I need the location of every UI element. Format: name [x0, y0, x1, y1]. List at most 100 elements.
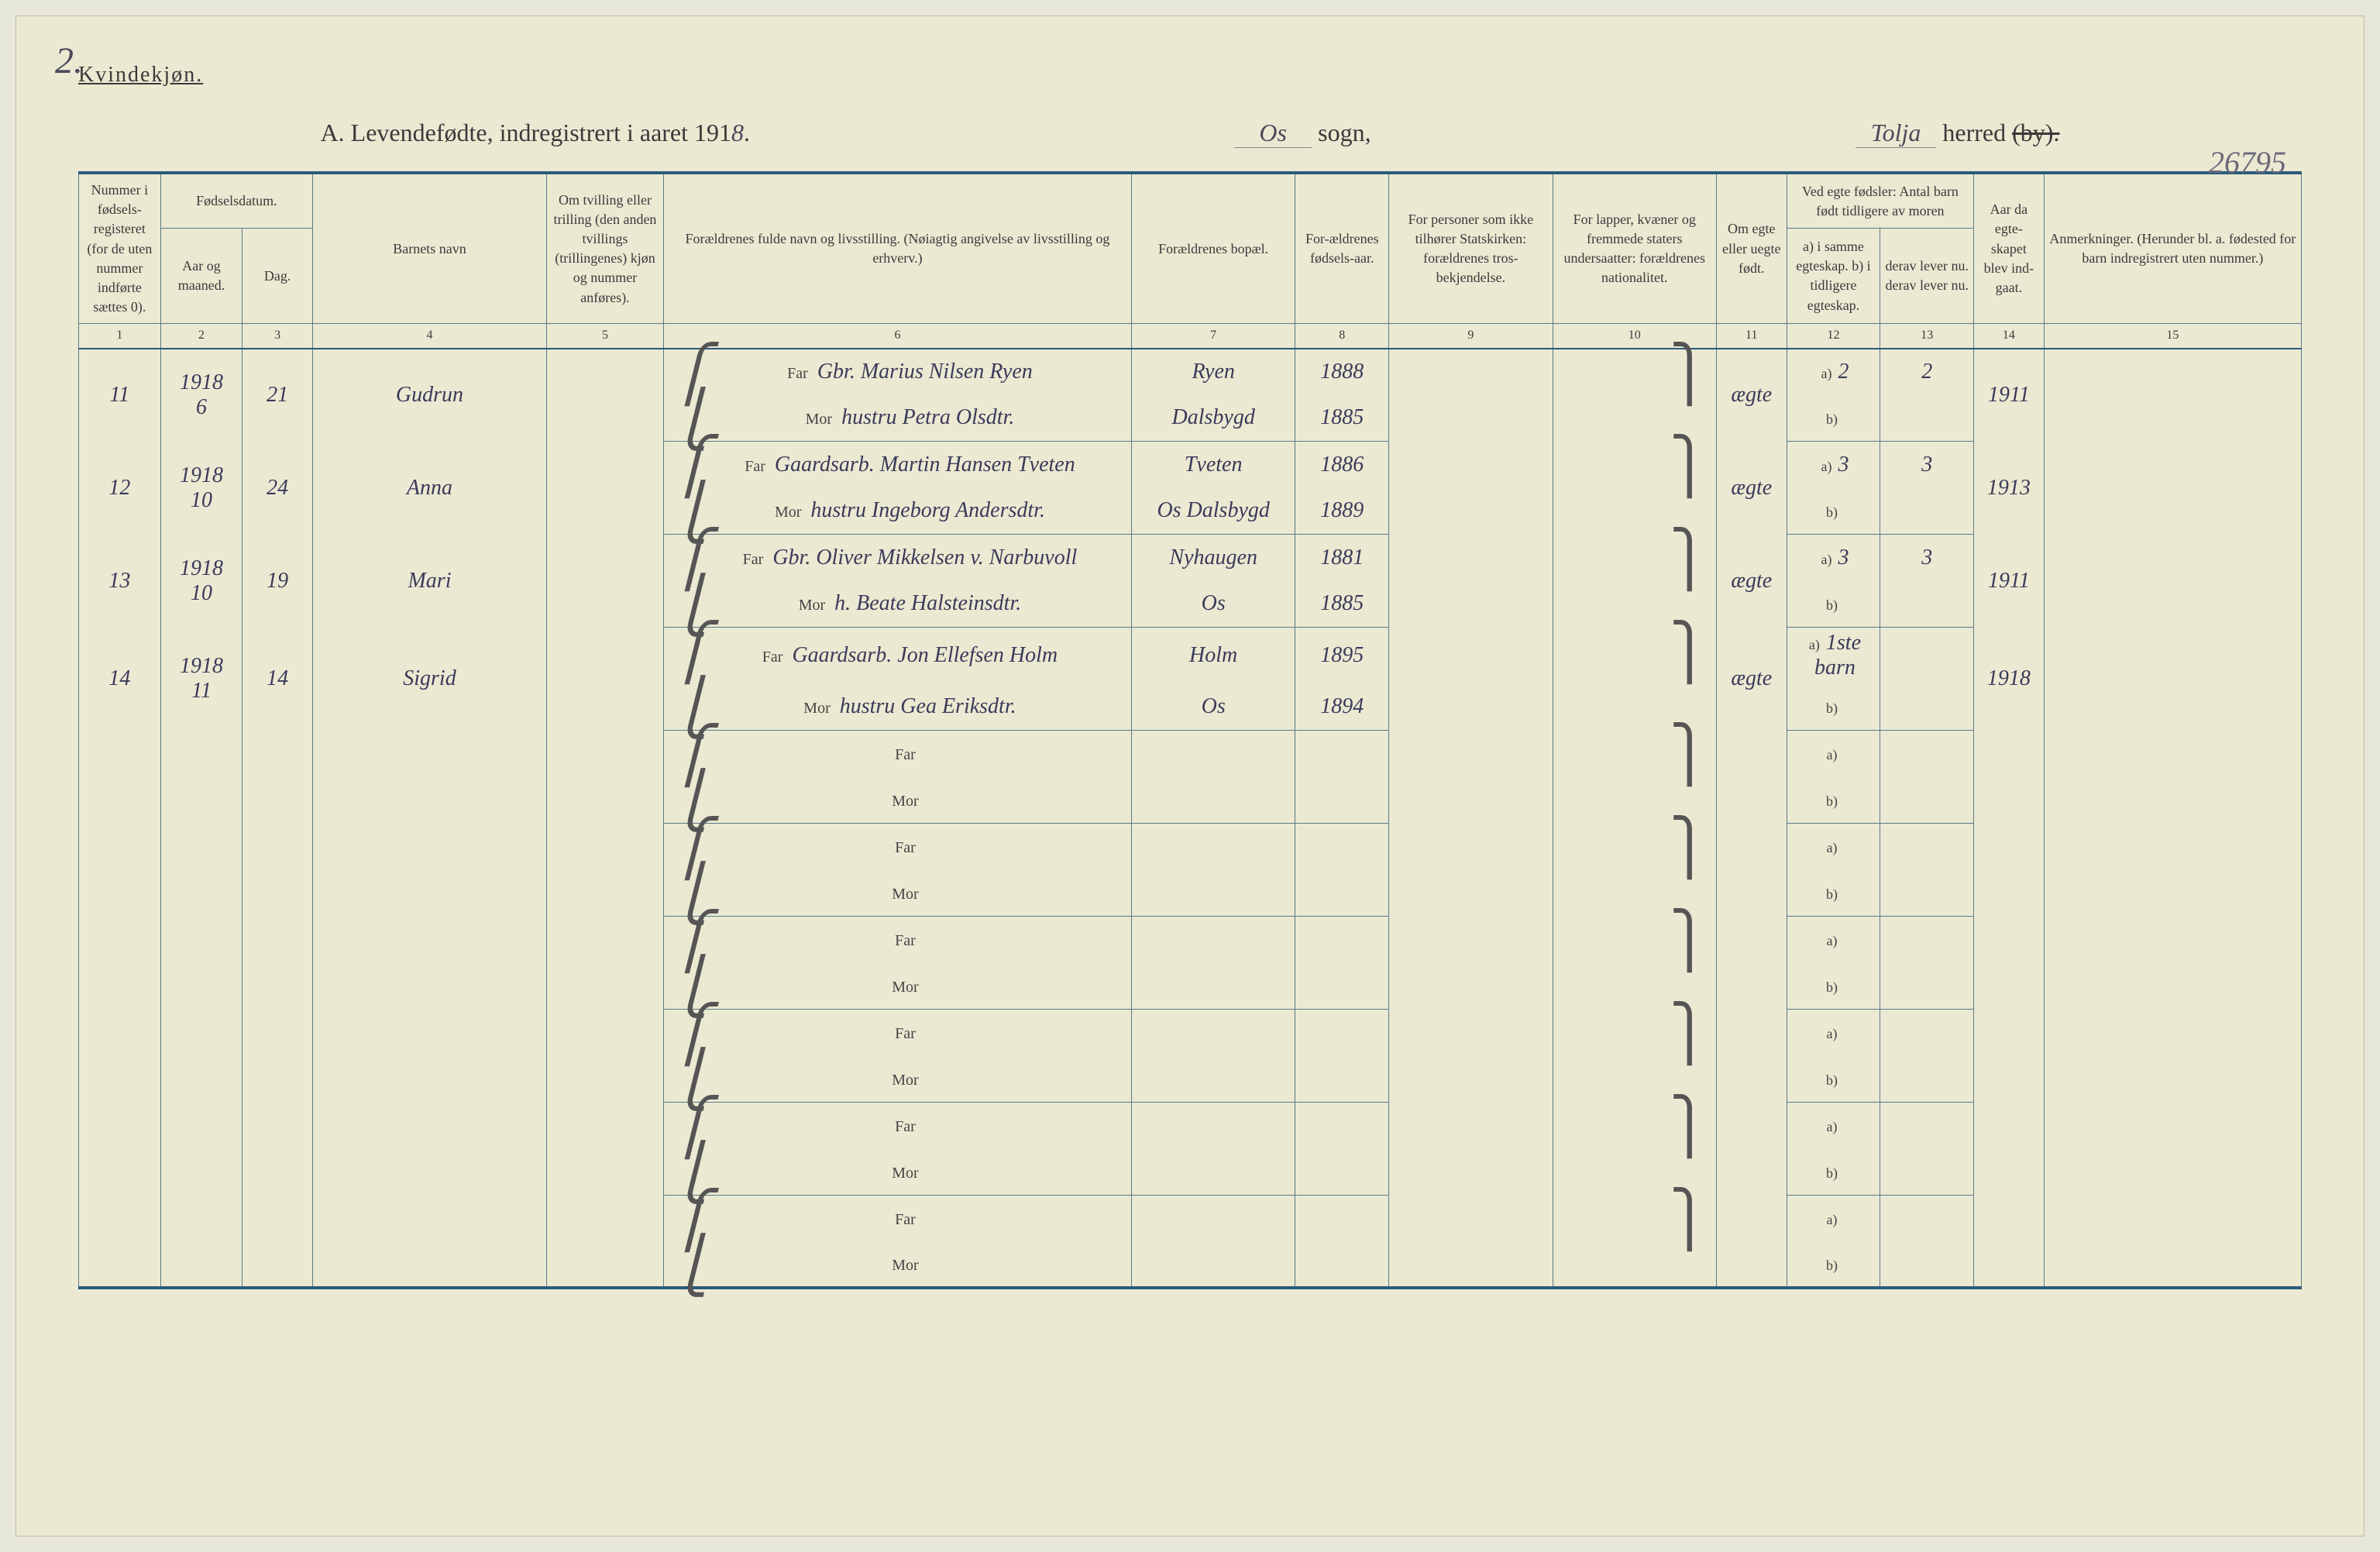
mor-label: Mor — [892, 1257, 918, 1274]
cell-twin — [546, 730, 663, 823]
sogn-value: Os — [1234, 119, 1312, 148]
a-label: a) — [1826, 1026, 1837, 1041]
cell-year-married — [1974, 823, 2045, 916]
cell-far-year — [1295, 1009, 1389, 1055]
sogn-block: Os sogn, — [1234, 119, 1371, 148]
cell-father: ⎧ Far — [663, 823, 1131, 869]
brace-icon: ⎧ — [670, 626, 711, 680]
table-row: ⎧ Far ⎫ a) — [79, 1102, 2302, 1148]
colnum: 1 — [79, 324, 161, 349]
cell-a13: 2 — [1880, 349, 1974, 395]
cell-mor-bopael — [1131, 1148, 1295, 1195]
a-label: a) — [1826, 1119, 1837, 1134]
colnum: 14 — [1974, 324, 2045, 349]
cell-far-year — [1295, 823, 1389, 869]
table-row: ⎧ Far ⎫ a) — [79, 823, 2302, 869]
title-main: A. Levendefødte, indregistrert i aaret 1… — [321, 119, 750, 147]
cell-mor-year: 1885 — [1295, 395, 1389, 442]
cell-mother: ⎩ Mor — [663, 962, 1131, 1009]
cell-year-month — [160, 730, 242, 823]
colnum: 11 — [1716, 324, 1787, 349]
cell-far-bopael — [1131, 1009, 1295, 1055]
cell-num — [79, 1009, 161, 1102]
cell-far-year: 1888 — [1295, 349, 1389, 395]
table-row: 13 191810 19 Mari ⎧ FarGbr. Oliver Mikke… — [79, 535, 2302, 581]
cell-year-married — [1974, 916, 2045, 1009]
cell-child-name: Anna — [312, 442, 546, 535]
cell-mor-year: 1894 — [1295, 683, 1389, 730]
cell-child-name — [312, 1102, 546, 1195]
a-label: a) — [1826, 1212, 1837, 1227]
a-label: a) — [1809, 637, 1820, 652]
mor-label: Mor — [892, 1165, 918, 1182]
by-strike: (by). — [2012, 119, 2059, 146]
colnum: 6 — [663, 324, 1131, 349]
cell-mother: ⎩ Morhustru Gea Eriksdtr. — [663, 683, 1131, 730]
table-row: 14 191811 14 Sigrid ⎧ FarGaardsarb. Jon … — [79, 628, 2302, 684]
cell-b12: b) — [1787, 1055, 1880, 1102]
cell-nationality: ⎫ — [1553, 730, 1716, 823]
cell-child-name — [312, 823, 546, 916]
cell-year-month — [160, 1102, 242, 1195]
column-numbers-row: 1 2 3 4 5 6 7 8 9 10 11 12 13 14 15 — [79, 324, 2302, 349]
col-header-13: derav lever nu. derav lever nu. — [1880, 229, 1974, 324]
b-label: b) — [1826, 504, 1838, 520]
b-label: b) — [1826, 1072, 1838, 1088]
mor-label: Mor — [892, 979, 918, 996]
cell-tros — [1389, 916, 1553, 1009]
colnum: 3 — [242, 324, 313, 349]
b-label: b) — [1826, 1258, 1838, 1273]
cell-twin — [546, 1195, 663, 1288]
cell-far-year: 1886 — [1295, 442, 1389, 488]
cell-father: ⎧ Far — [663, 1195, 1131, 1241]
table-row: ⎧ Far ⎫ a) — [79, 730, 2302, 776]
colnum: 2 — [160, 324, 242, 349]
cell-num: 13 — [79, 535, 161, 628]
cell-mor-year — [1295, 1241, 1389, 1288]
mor-label: Mor — [803, 700, 830, 717]
gender-header: Kvindekjøn. — [78, 63, 2302, 88]
cell-b13 — [1880, 395, 1974, 442]
cell-year-married — [1974, 730, 2045, 823]
herred-value: Tolja — [1856, 119, 1937, 148]
cell-year-married: 1918 — [1974, 628, 2045, 731]
cell-a12: a) — [1787, 1195, 1880, 1241]
a-label: a) — [1821, 366, 1831, 381]
cell-b12: b) — [1787, 488, 1880, 535]
col-header-15: Anmerkninger. (Herunder bl. a. fødested … — [2044, 173, 2301, 324]
cell-a13 — [1880, 1102, 1974, 1148]
b-label: b) — [1826, 411, 1838, 427]
cell-nationality: ⎫ — [1553, 442, 1716, 535]
b-label: b) — [1826, 597, 1838, 613]
table-row: ⎧ Far ⎫ a) — [79, 1009, 2302, 1055]
col-header-11: Om egte eller uegte født. — [1716, 173, 1787, 324]
cell-mor-bopael — [1131, 869, 1295, 916]
cell-far-year: 1895 — [1295, 628, 1389, 684]
cell-far-bopael — [1131, 1102, 1295, 1148]
cell-year-month — [160, 1009, 242, 1102]
cell-num — [79, 1195, 161, 1288]
cell-year-month: 19186 — [160, 349, 242, 442]
cell-b13 — [1880, 1241, 1974, 1288]
col-header-8: For-ældrenes fødsels-aar. — [1295, 173, 1389, 324]
cell-child-name — [312, 1009, 546, 1102]
cell-b12: b) — [1787, 581, 1880, 628]
cell-day — [242, 823, 313, 916]
col-header-2-group: Fødselsdatum. — [160, 173, 312, 229]
col-header-7: Forældrenes bopæl. — [1131, 173, 1295, 324]
cell-father: ⎧ FarGaardsarb. Jon Ellefsen Holm — [663, 628, 1131, 684]
far-label: Far — [895, 1211, 916, 1228]
cell-b12: b) — [1787, 869, 1880, 916]
cell-b13 — [1880, 488, 1974, 535]
cell-far-year — [1295, 916, 1389, 962]
herred-block: Tolja herred (by). — [1856, 119, 2060, 148]
cell-father: ⎧ Far — [663, 1102, 1131, 1148]
cell-a12: a) — [1787, 1009, 1880, 1055]
cell-remarks — [2044, 1195, 2301, 1288]
b-label: b) — [1826, 700, 1838, 716]
cell-remarks — [2044, 916, 2301, 1009]
col-header-14: Aar da egte-skapet blev ind-gaat. — [1974, 173, 2045, 324]
cell-tros — [1389, 1009, 1553, 1102]
brace-icon: ⎫ — [1669, 440, 1710, 494]
cell-remarks — [2044, 535, 2301, 628]
